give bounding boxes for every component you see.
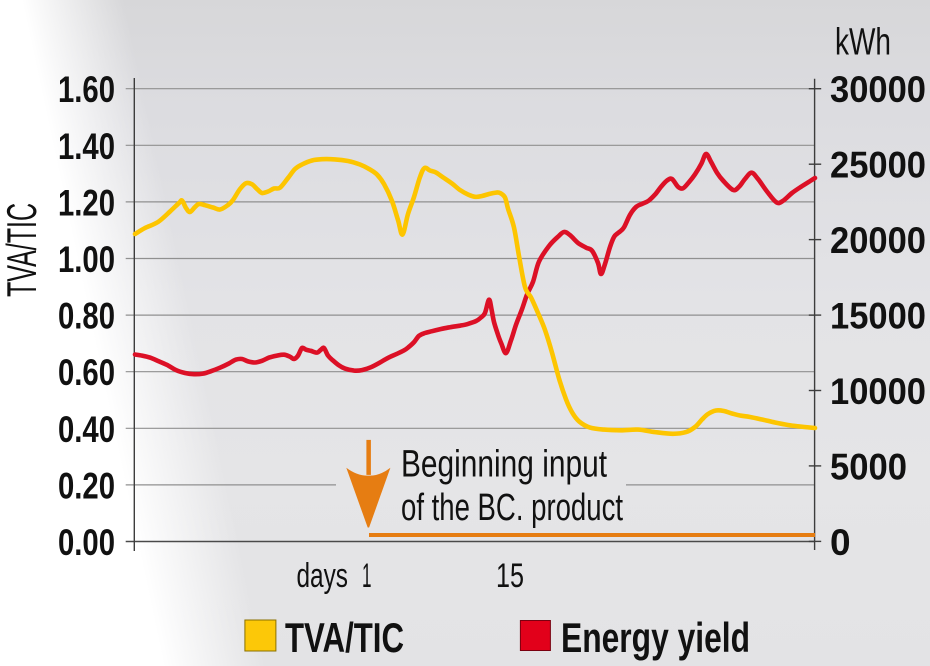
svg-text:25000: 25000 [830, 145, 926, 186]
svg-text:1: 1 [362, 557, 372, 595]
svg-text:15000: 15000 [830, 296, 926, 337]
svg-text:1.40: 1.40 [58, 126, 115, 167]
svg-text:0: 0 [830, 522, 851, 563]
svg-text:0.40: 0.40 [58, 409, 115, 450]
svg-text:5000: 5000 [830, 446, 907, 487]
svg-text:kWh: kWh [835, 22, 891, 64]
svg-text:1.00: 1.00 [58, 239, 115, 280]
svg-text:30000: 30000 [830, 69, 926, 110]
svg-text:10000: 10000 [830, 371, 926, 412]
svg-text:0.00: 0.00 [58, 522, 115, 563]
svg-text:15: 15 [496, 557, 524, 595]
svg-text:0.80: 0.80 [58, 296, 115, 337]
svg-text:TVA/TIC: TVA/TIC [0, 203, 45, 297]
svg-text:1.60: 1.60 [58, 69, 115, 110]
svg-text:of the BC. product: of the BC. product [401, 487, 623, 529]
svg-text:20000: 20000 [830, 220, 926, 261]
svg-text:1.20: 1.20 [58, 182, 115, 223]
svg-text:TVA/TIC: TVA/TIC [285, 614, 404, 661]
svg-text:0.20: 0.20 [58, 465, 115, 506]
svg-text:days: days [297, 557, 349, 595]
svg-text:0.60: 0.60 [58, 352, 115, 393]
svg-text:Beginning input: Beginning input [401, 444, 607, 486]
svg-text:Energy yield: Energy yield [561, 614, 750, 661]
